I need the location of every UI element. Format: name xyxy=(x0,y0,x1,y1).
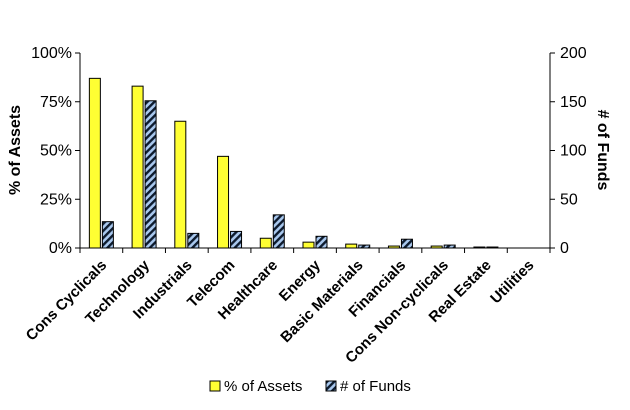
y-right-tick-label-1: 50 xyxy=(560,191,578,208)
bar-assets-4 xyxy=(259,237,272,249)
tick-labels: Cons CyclicalsTechnologyIndustrialsTelec… xyxy=(23,45,587,367)
bar-funds-3 xyxy=(230,230,243,249)
legend-swatch-assets xyxy=(209,380,221,392)
legend-label-assets: % of Assets xyxy=(224,378,302,395)
y-axis-right-title: # of Funds xyxy=(594,110,611,191)
bar-assets-1 xyxy=(131,85,144,249)
y-left-tick-label-2: 50% xyxy=(40,143,72,160)
y-left-tick-label-1: 25% xyxy=(40,191,72,208)
plot-area xyxy=(88,77,499,249)
bar-assets-6 xyxy=(345,243,358,249)
y-right-tick-label-3: 150 xyxy=(560,94,587,111)
bar-assets-2 xyxy=(174,120,187,249)
y-left-tick-label-0: 0% xyxy=(49,240,72,257)
legend-label-funds: # of Funds xyxy=(340,378,411,395)
y-axis-left-title: % of Assets xyxy=(7,105,24,195)
bar-funds-1 xyxy=(144,100,157,249)
y-left-tick-label-3: 75% xyxy=(40,94,72,111)
bar-assets-5 xyxy=(302,241,315,249)
category-label-10: Utilities xyxy=(487,257,537,307)
legend-swatch-funds xyxy=(325,380,337,392)
bar-funds-5 xyxy=(315,235,328,249)
y-right-tick-label-0: 0 xyxy=(560,240,569,257)
bar-funds-0 xyxy=(101,221,114,249)
y-left-tick-label-4: 100% xyxy=(31,45,72,62)
legend: % of Assets # of Funds xyxy=(209,378,411,395)
axes xyxy=(75,52,555,253)
y-right-tick-label-2: 100 xyxy=(560,143,587,160)
bar-funds-7 xyxy=(400,238,413,249)
bar-funds-2 xyxy=(187,232,200,249)
bar-assets-3 xyxy=(217,155,230,249)
bar-assets-0 xyxy=(88,77,101,249)
y-right-tick-label-4: 200 xyxy=(560,45,587,62)
bar-funds-4 xyxy=(272,214,285,249)
